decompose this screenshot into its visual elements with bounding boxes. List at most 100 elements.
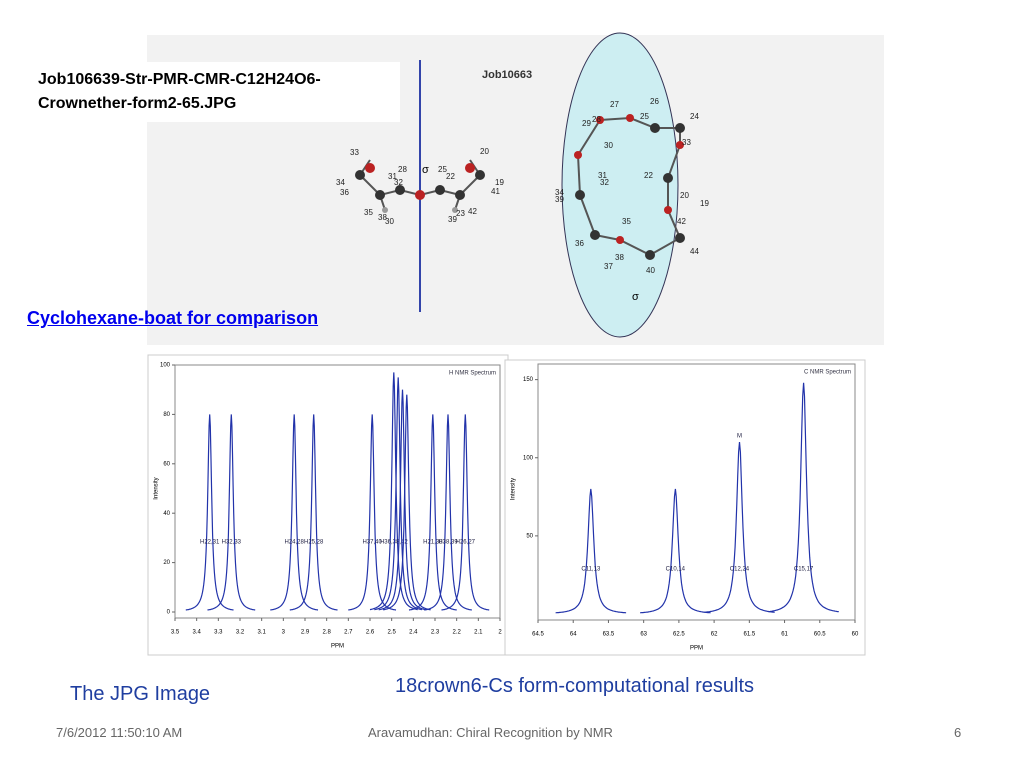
peak: [348, 414, 397, 611]
atom-label: 33: [350, 148, 359, 157]
peak-label: H37,40: [362, 540, 382, 546]
atom-label: 19: [495, 178, 504, 187]
peak: [640, 488, 711, 614]
x-tick-label: 64: [570, 632, 577, 638]
x-tick-label: 60.5: [814, 632, 826, 638]
atom-label: 22: [644, 171, 653, 180]
peak: [768, 382, 839, 613]
atom-label: 23: [456, 209, 465, 218]
atom-label: 35: [622, 217, 631, 226]
mirror-plane-ellipse: [561, 32, 679, 338]
jpg-caption: The JPG Image: [70, 683, 211, 705]
x-tick-label: 2.3: [431, 630, 440, 636]
atom-label: 41: [491, 187, 500, 196]
atom-label: 34: [555, 188, 564, 197]
x-tick-label: 60: [852, 632, 859, 638]
x-tick-label: 63: [640, 632, 647, 638]
spectra: H NMR Spectrum Intensity PPM 0 20 40 60 80 100 3.…: [147, 354, 866, 656]
atom-label: 27: [610, 100, 619, 109]
peak-marker: M: [737, 434, 742, 440]
atoms: [355, 114, 685, 260]
x-axis-label: PPM: [331, 644, 344, 650]
results-caption: 18crown6-Cs form-computational results: [395, 675, 755, 697]
atom-label: 30: [385, 217, 394, 226]
chart-frame: [504, 359, 866, 656]
x-tick-label: 2.5: [387, 630, 396, 636]
x-tick-label: 2.9: [301, 630, 310, 636]
atom-label: 25: [640, 112, 649, 121]
atom-label: 33: [682, 138, 691, 147]
atom-label: 30: [604, 141, 613, 150]
x-tick-label: 63.5: [603, 632, 615, 638]
y-tick-label: 50: [526, 533, 533, 539]
atom-label: 25: [438, 165, 447, 174]
x-tick-label: 2.6: [366, 630, 375, 636]
atom-label: 22: [446, 172, 455, 181]
sigma: σ: [632, 291, 639, 303]
peak-label: C15,17: [794, 567, 814, 573]
atom-label: 31: [388, 172, 397, 181]
x-tick-label: 3.3: [214, 630, 223, 636]
atom-label: 34: [336, 178, 345, 187]
footer-date: 7/6/2012 11:50:10 AM: [56, 725, 183, 740]
peak-label: C11,13: [581, 567, 601, 573]
y-tick-label: 100: [160, 363, 171, 369]
atom-label: 29: [582, 119, 591, 128]
molecule-caption: Job106639-Str-PMR-CMR-C12H24O6-: [38, 71, 321, 88]
y-tick-label: 0: [167, 610, 171, 616]
atom-label: 36: [340, 188, 349, 197]
molecule-caption: Crownether-form2-65.JPG: [38, 95, 236, 112]
peak: [441, 414, 490, 611]
peak: [382, 394, 431, 611]
atom-label: 19: [700, 199, 709, 208]
plot-area: [537, 363, 856, 621]
x-tick-label: 2.7: [344, 630, 353, 636]
peak: [424, 414, 472, 611]
atom-label: 42: [468, 207, 477, 216]
y-tick-label: 100: [523, 455, 534, 461]
plot-area: [174, 364, 501, 619]
peak-label: H24,28: [284, 540, 304, 546]
y-axis-label: Intensity: [511, 478, 517, 500]
atom-label: 31: [598, 171, 607, 180]
peak-label: H38,39: [438, 540, 458, 546]
peak: [704, 442, 775, 613]
peak-label: C12,24: [730, 567, 750, 573]
atom-label: 42: [677, 217, 686, 226]
y-tick-label: 20: [163, 560, 170, 566]
atom-label: 20: [680, 191, 689, 200]
x-tick-label: 3.1: [257, 630, 266, 636]
x-tick-label: 2.8: [322, 630, 331, 636]
peak-label: H32,33: [222, 540, 242, 546]
atom-label: 20: [480, 147, 489, 156]
sigma: σ: [422, 164, 429, 176]
peak-label: H26,27: [456, 540, 476, 546]
x-tick-label: 2.4: [409, 630, 418, 636]
atom-label: 39: [448, 215, 457, 224]
atom-label: 35: [364, 208, 373, 217]
peak-label: H25,28: [304, 540, 324, 546]
x-tick-label: 3.2: [236, 630, 245, 636]
atom-label: 40: [646, 266, 655, 275]
x-tick-label: 62.5: [673, 632, 685, 638]
atom-label: 37: [604, 262, 613, 271]
y-tick-label: 80: [163, 412, 170, 418]
x-tick-label: 61: [781, 632, 788, 638]
peak-label: H22,31: [200, 540, 220, 546]
footer-page: 6: [954, 725, 962, 740]
y-axis-label: Intensity: [154, 477, 160, 499]
atom-label: 38: [378, 213, 387, 222]
x-tick-label: 2: [498, 630, 502, 636]
x-tick-label: 3: [282, 630, 286, 636]
atom-label: 44: [690, 247, 699, 256]
atom-label: 32: [600, 178, 609, 187]
y-tick-label: 40: [163, 511, 170, 517]
peak-label: C10,14: [666, 567, 686, 573]
atom-label: 36: [575, 239, 584, 248]
y-tick-label: 60: [163, 461, 170, 467]
comparison-link[interactable]: Cyclohexane-boat for comparison: [27, 308, 319, 328]
peak: [185, 414, 234, 611]
chart-title: H NMR Spectrum: [449, 371, 496, 377]
atom-label: 24: [690, 112, 699, 121]
peak: [369, 372, 418, 611]
